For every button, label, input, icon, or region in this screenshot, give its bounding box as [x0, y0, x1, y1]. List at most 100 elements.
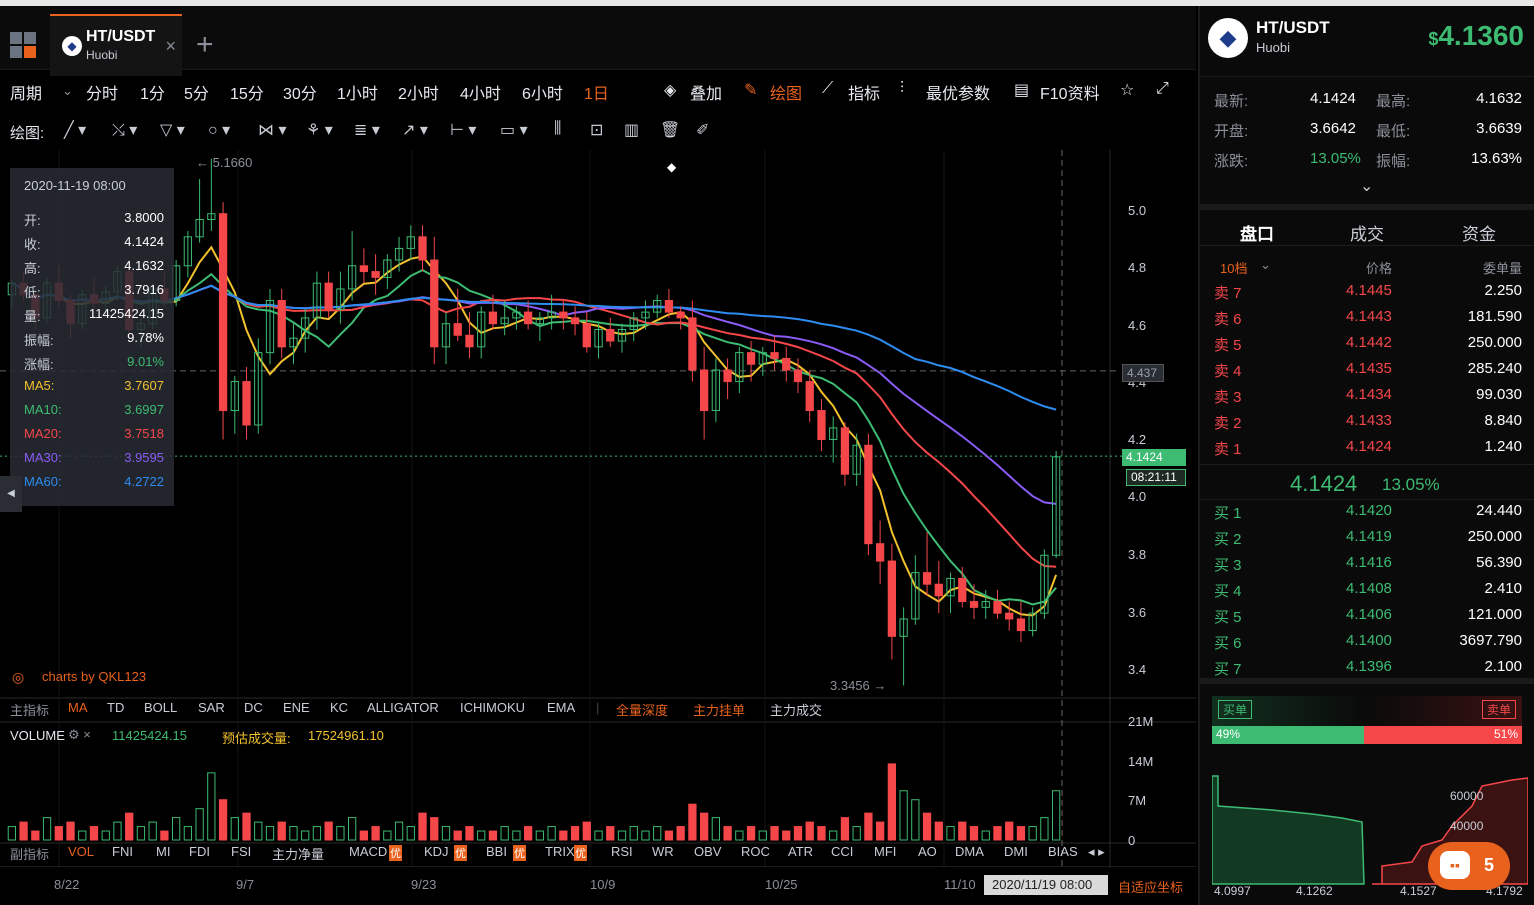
sub-indicator-12[interactable]: OBV — [694, 844, 722, 859]
chevron-down-icon[interactable]: ⌄ — [62, 83, 73, 98]
chat-button[interactable]: ▪▪ 5 — [1428, 842, 1510, 890]
full-depth-button[interactable]: 全量深度 — [616, 703, 669, 718]
tab-orderbook[interactable]: 盘口 — [1240, 225, 1274, 244]
sub-indicator-4[interactable]: FSI — [231, 844, 252, 859]
bid-row[interactable]: 买 5 4.1406 121.000 — [1200, 606, 1534, 632]
draw-button[interactable]: 绘图 — [770, 86, 803, 103]
indicator-ma[interactable]: MA — [68, 700, 88, 715]
sub-indicator-20[interactable]: BIAS — [1048, 844, 1078, 859]
chevron-down-icon[interactable]: ⌄ — [1260, 257, 1271, 272]
sub-indicator-11[interactable]: WR — [652, 844, 674, 859]
tab-ht-usdt[interactable]: ◆ HT/USDT Huobi × — [50, 14, 182, 76]
sub-indicator-1[interactable]: FNI — [112, 844, 133, 859]
period-timeline[interactable]: 分时 — [86, 86, 119, 103]
chart-line-icon[interactable]: ⟋ — [822, 80, 834, 97]
period-1h[interactable]: 1小时 — [337, 86, 378, 103]
expand-stats-icon[interactable]: ⌄ — [1360, 178, 1374, 195]
best-params-button[interactable]: 最优参数 — [926, 86, 991, 103]
sub-indicator-7[interactable]: KDJ — [424, 844, 449, 859]
sub-indicator-15[interactable]: CCI — [831, 844, 854, 859]
star-icon[interactable]: ☆ — [1120, 82, 1135, 99]
period-15m[interactable]: 15分 — [230, 86, 264, 103]
indicator-td[interactable]: TD — [107, 700, 125, 715]
arrow-tool-icon[interactable]: ↗ ▾ — [402, 122, 428, 139]
scroll-arrows-icon[interactable]: ◂ ▸ — [1088, 844, 1105, 859]
brush-icon[interactable]: ✎ — [744, 82, 758, 99]
sub-indicator-10[interactable]: RSI — [611, 844, 633, 859]
adaptive-scale-button[interactable]: 自适应坐标 — [1118, 880, 1184, 895]
layers-icon[interactable]: ◈ — [664, 82, 677, 99]
layout-grid-icon[interactable] — [10, 32, 36, 58]
ray-tool-icon[interactable]: ⤯ ▾ — [112, 122, 138, 139]
document-icon[interactable]: ▤ — [1014, 82, 1030, 99]
f10-button[interactable]: F10资料 — [1040, 86, 1100, 103]
indicator-button[interactable]: 指标 — [848, 86, 881, 103]
bid-row[interactable]: 买 6 4.1400 3697.790 — [1200, 632, 1534, 658]
period-1m[interactable]: 1分 — [140, 86, 165, 103]
indicator-dc[interactable]: DC — [244, 700, 263, 715]
bid-row[interactable]: 买 3 4.1416 56.390 — [1200, 554, 1534, 580]
sub-indicator-14[interactable]: ATR — [788, 844, 814, 859]
indicator-alligator[interactable]: ALLIGATOR — [367, 700, 439, 715]
volume-settings-icon[interactable]: ⚙ × — [68, 727, 91, 742]
bid-row[interactable]: 买 2 4.1419 250.000 — [1200, 528, 1534, 554]
depth-select[interactable]: 10档 — [1220, 261, 1248, 276]
text-tool-icon[interactable]: ▭ ▾ — [500, 122, 528, 139]
ask-row[interactable]: 卖 3 4.1434 99.030 — [1200, 386, 1534, 412]
period-6h[interactable]: 6小时 — [522, 86, 563, 103]
candle-tool-icon[interactable]: ⫼ — [554, 120, 562, 137]
period-5m[interactable]: 5分 — [184, 86, 209, 103]
ask-row[interactable]: 卖 7 4.1445 2.250 — [1200, 282, 1534, 308]
pattern-tool-icon[interactable]: ⋈ ▾ — [258, 122, 287, 139]
bid-row[interactable]: 买 4 4.1408 2.410 — [1200, 580, 1534, 606]
sub-indicator-3[interactable]: FDI — [189, 844, 210, 859]
trendline-tool-icon[interactable]: ╱ ▾ — [64, 122, 87, 139]
sub-indicator-0[interactable]: VOL — [68, 844, 95, 859]
indicator-kc[interactable]: KC — [330, 700, 349, 715]
tab-funds[interactable]: 资金 — [1462, 225, 1496, 244]
ask-row[interactable]: 卖 4 4.1435 285.240 — [1200, 360, 1534, 386]
close-tab-icon[interactable]: × — [165, 36, 176, 56]
indicator-ene[interactable]: ENE — [283, 700, 310, 715]
indicator-ichimoku[interactable]: ICHIMOKU — [460, 700, 525, 715]
circle-tool-icon[interactable]: ○ ▾ — [208, 122, 231, 139]
indicator-sar[interactable]: SAR — [198, 700, 225, 715]
sub-indicator-2[interactable]: MI — [156, 844, 171, 859]
indicator-boll[interactable]: BOLL — [144, 700, 178, 715]
gann-tool-icon[interactable]: ⚘ ▾ — [306, 122, 333, 139]
candlestick-chart[interactable] — [0, 150, 1196, 905]
ask-row[interactable]: 卖 5 4.1442 250.000 — [1200, 334, 1534, 360]
chart-tool-icon[interactable]: ⊡ — [590, 122, 604, 139]
bid-row[interactable]: 买 7 4.1396 2.100 — [1200, 658, 1534, 684]
eraser-icon[interactable]: ✐ — [696, 122, 710, 139]
sub-indicator-9[interactable]: TRIX — [545, 844, 575, 859]
period-2h[interactable]: 2小时 — [398, 86, 439, 103]
period-4h[interactable]: 4小时 — [460, 86, 501, 103]
sliders-icon[interactable]: ⫶ — [900, 80, 905, 97]
trash-icon[interactable]: 🗑 — [660, 122, 681, 139]
collapse-panel-icon[interactable]: ◀ — [0, 476, 22, 512]
sub-indicator-5[interactable]: 主力净量 — [272, 847, 325, 862]
fib-tool-icon[interactable]: ≣ ▾ — [354, 122, 380, 139]
main-trades-button[interactable]: 主力成交 — [770, 703, 823, 718]
sub-indicator-17[interactable]: AO — [918, 844, 937, 859]
sub-indicator-18[interactable]: DMA — [955, 844, 984, 859]
fullscreen-icon[interactable]: ⤢ — [1156, 80, 1169, 97]
sub-indicator-16[interactable]: MFI — [874, 844, 897, 859]
bars-tool-icon[interactable]: ▥ — [624, 122, 640, 139]
ask-row[interactable]: 卖 1 4.1424 1.240 — [1200, 438, 1534, 464]
sub-indicator-8[interactable]: BBI — [486, 844, 507, 859]
channel-tool-icon[interactable]: ▽ ▾ — [160, 122, 185, 139]
add-tab-icon[interactable]: + — [196, 28, 214, 61]
tab-trades[interactable]: 成交 — [1350, 225, 1384, 244]
sub-indicator-19[interactable]: DMI — [1004, 844, 1028, 859]
overlay-button[interactable]: 叠加 — [690, 86, 723, 103]
period-30m[interactable]: 30分 — [283, 86, 317, 103]
main-orders-button[interactable]: 主力挂单 — [693, 703, 746, 718]
sub-indicator-6[interactable]: MACD — [349, 844, 388, 859]
indicator-ema[interactable]: EMA — [547, 700, 576, 715]
bid-row[interactable]: 买 1 4.1420 24.440 — [1200, 502, 1534, 528]
sub-indicator-13[interactable]: ROC — [741, 844, 770, 859]
measure-tool-icon[interactable]: ⊢ ▾ — [450, 122, 477, 139]
ask-row[interactable]: 卖 2 4.1433 8.840 — [1200, 412, 1534, 438]
